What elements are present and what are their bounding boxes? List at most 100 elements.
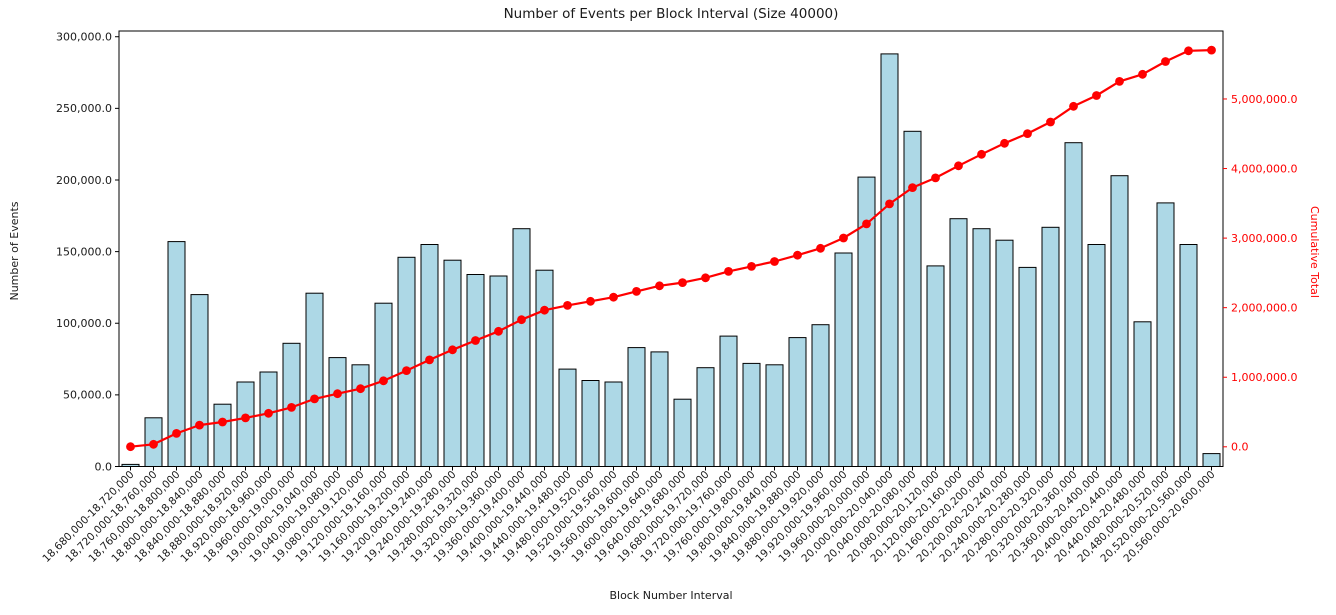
- bar: [397, 256, 416, 467]
- data-point: [931, 173, 940, 183]
- data-point: [402, 366, 411, 375]
- bar: [972, 228, 991, 467]
- x-axis-label: Block Number Interval: [609, 589, 733, 602]
- bar: [190, 294, 209, 467]
- data-point: [379, 376, 388, 386]
- bar: [1041, 226, 1060, 467]
- data-point: [724, 267, 733, 276]
- y-axis-label-left: Number of Events: [8, 201, 21, 301]
- data-point: [264, 408, 273, 418]
- bar: [351, 364, 370, 467]
- data-point: [1138, 69, 1147, 79]
- data-point: [678, 278, 687, 287]
- data-point: [333, 389, 342, 399]
- data-point: [1115, 77, 1124, 86]
- bar: [1110, 175, 1129, 467]
- data-point: [448, 345, 457, 355]
- bar: [880, 53, 899, 468]
- data-point: [908, 183, 917, 193]
- data-point: [839, 233, 848, 243]
- data-point: [885, 199, 894, 209]
- data-point: [1184, 46, 1193, 56]
- data-point: [862, 219, 871, 229]
- data-point: [149, 439, 158, 449]
- data-point: [310, 394, 319, 404]
- bar: [236, 381, 255, 467]
- data-point: [793, 250, 802, 260]
- bar: [788, 337, 807, 467]
- data-point: [471, 336, 480, 345]
- y-axis-label-right: Cumulative Total: [1308, 206, 1321, 298]
- bar: [305, 292, 324, 468]
- y-tick-label-left: 150,000.0: [56, 245, 112, 258]
- bar: [834, 252, 853, 467]
- bar: [650, 351, 669, 467]
- bar: [328, 357, 347, 468]
- x-axis: 18,680,000-18,720,00018,720,000-18,760,0…: [40, 466, 1218, 565]
- data-point: [770, 257, 779, 266]
- data-point: [632, 287, 641, 296]
- bar: [903, 130, 922, 468]
- bar: [1133, 321, 1152, 467]
- bar: [696, 367, 715, 468]
- data-point: [195, 420, 204, 430]
- data-point: [1046, 117, 1055, 127]
- y-tick-label-right: 4,000,000.0: [1231, 162, 1297, 175]
- data-point: [517, 315, 526, 325]
- y-tick-label-right: 3,000,000.0: [1231, 232, 1297, 245]
- data-point: [655, 281, 664, 291]
- bar: [1018, 266, 1037, 467]
- chart-title: Number of Events per Block Interval (Siz…: [503, 6, 839, 22]
- bar: [489, 275, 508, 467]
- bar: [926, 265, 945, 467]
- y-tick-label-right: 1,000,000.0: [1231, 371, 1297, 384]
- bar: [535, 269, 554, 468]
- bar: [1202, 453, 1221, 468]
- data-point: [1000, 138, 1009, 148]
- bar: [949, 218, 968, 467]
- y-tick-label-right: 5,000,000.0: [1231, 93, 1297, 106]
- data-point: [954, 161, 963, 171]
- y-tick-label-left: 50,000.0: [63, 389, 112, 402]
- bar: [742, 362, 761, 467]
- bar: [581, 380, 600, 467]
- bar: [1087, 244, 1106, 467]
- data-point: [287, 403, 296, 412]
- data-point: [172, 429, 181, 438]
- bar: [443, 259, 462, 468]
- data-point: [1023, 129, 1032, 139]
- bar: [558, 368, 577, 468]
- y-tick-label-left: 0.0: [95, 460, 113, 473]
- data-point: [977, 149, 986, 159]
- data-point: [218, 417, 227, 427]
- data-point: [609, 292, 618, 302]
- bar: [719, 335, 738, 467]
- bar: [627, 347, 646, 468]
- bars: [121, 53, 1221, 468]
- data-point: [126, 442, 135, 452]
- bar: [604, 381, 623, 467]
- data-point: [816, 243, 825, 253]
- data-point: [356, 384, 365, 394]
- y-tick-label-left: 200,000.0: [56, 174, 112, 187]
- data-point: [586, 296, 595, 306]
- bar: [995, 239, 1014, 467]
- bar: [673, 398, 692, 468]
- y-axis-right: 0.0 1,000,000.0 2,000,000.0 3,000,000.0 4,00…: [1223, 93, 1297, 454]
- bar: [811, 324, 830, 468]
- data-point: [1161, 57, 1170, 66]
- bar: [466, 274, 485, 467]
- data-point: [1069, 101, 1078, 111]
- cumulative-series: [126, 45, 1216, 452]
- y-axis-left: 0.0 50,000.0 100,000.0 150,000.0 200,000.0 25…: [56, 31, 119, 473]
- bar: [213, 403, 232, 468]
- bar: [512, 228, 531, 467]
- bar: [1156, 202, 1175, 467]
- data-point: [494, 326, 503, 336]
- data-point: [747, 262, 756, 271]
- data-point: [1092, 91, 1101, 100]
- y-tick-label-right: 2,000,000.0: [1231, 301, 1297, 314]
- data-point: [701, 273, 710, 283]
